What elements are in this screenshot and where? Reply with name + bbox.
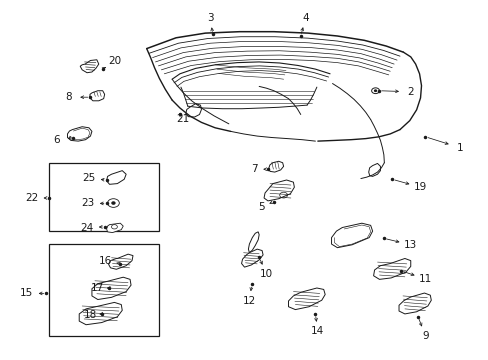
Polygon shape xyxy=(264,180,294,201)
Bar xyxy=(49,244,159,336)
Text: 8: 8 xyxy=(65,92,72,102)
Polygon shape xyxy=(67,127,92,141)
Polygon shape xyxy=(268,161,283,172)
Text: 15: 15 xyxy=(20,288,34,298)
Text: 22: 22 xyxy=(25,193,39,203)
Polygon shape xyxy=(288,288,325,310)
Text: 7: 7 xyxy=(250,164,257,174)
Text: 20: 20 xyxy=(108,56,121,66)
Polygon shape xyxy=(90,91,104,101)
Text: 25: 25 xyxy=(82,173,96,183)
Text: 24: 24 xyxy=(80,222,94,233)
Polygon shape xyxy=(248,232,259,253)
Text: 18: 18 xyxy=(83,310,97,320)
Polygon shape xyxy=(92,277,131,300)
Polygon shape xyxy=(106,223,123,233)
Text: 19: 19 xyxy=(413,182,427,192)
Text: 14: 14 xyxy=(310,326,324,336)
Text: 13: 13 xyxy=(403,240,417,250)
Polygon shape xyxy=(80,60,99,73)
Polygon shape xyxy=(79,302,122,325)
Circle shape xyxy=(112,202,115,204)
Text: 21: 21 xyxy=(176,114,190,124)
Text: 16: 16 xyxy=(98,256,112,266)
Text: 9: 9 xyxy=(421,330,428,341)
Text: 4: 4 xyxy=(302,13,308,23)
Bar xyxy=(49,163,159,231)
Text: 23: 23 xyxy=(81,198,95,208)
Text: 11: 11 xyxy=(418,274,431,284)
Text: 3: 3 xyxy=(206,13,213,23)
Text: 17: 17 xyxy=(91,283,104,293)
Polygon shape xyxy=(185,104,201,117)
Polygon shape xyxy=(331,223,372,248)
Polygon shape xyxy=(106,171,126,184)
Text: 12: 12 xyxy=(242,296,256,306)
Text: 5: 5 xyxy=(258,202,264,212)
Polygon shape xyxy=(368,163,380,176)
Polygon shape xyxy=(108,254,133,269)
Polygon shape xyxy=(398,293,430,314)
Circle shape xyxy=(374,90,376,91)
Polygon shape xyxy=(241,249,263,267)
Text: 6: 6 xyxy=(53,135,60,145)
Polygon shape xyxy=(373,258,410,279)
Text: 2: 2 xyxy=(407,87,413,97)
Text: 1: 1 xyxy=(455,143,462,153)
Text: 10: 10 xyxy=(260,269,272,279)
